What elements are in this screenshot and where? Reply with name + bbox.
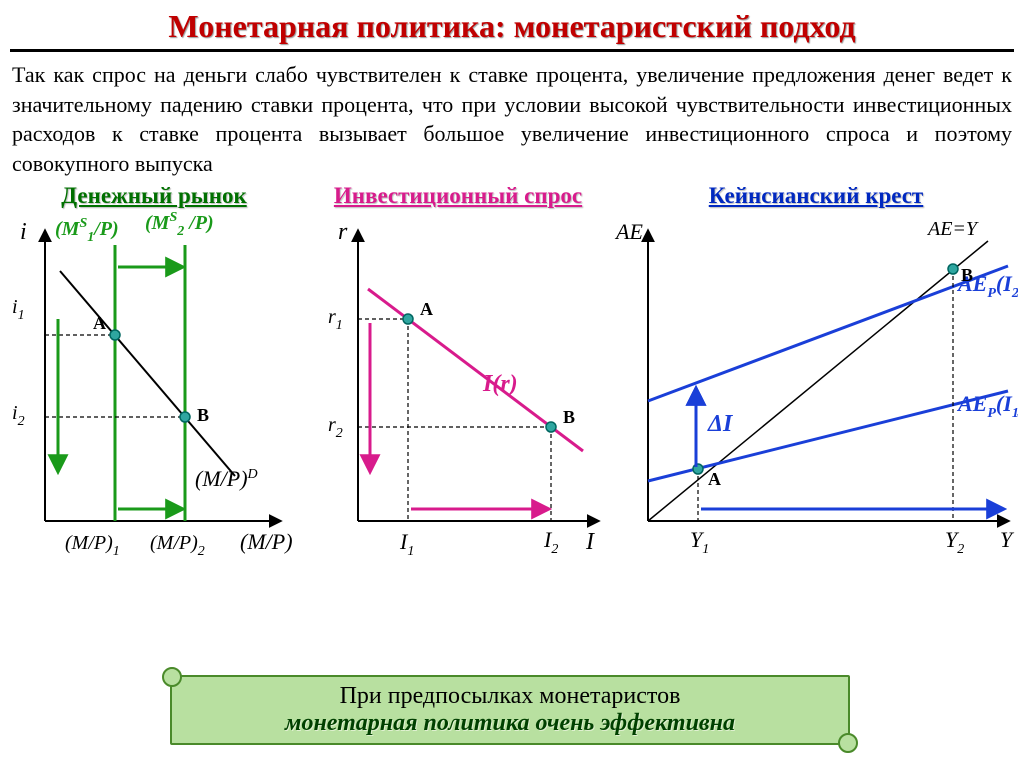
svg-text:I(r): I(r)	[482, 371, 518, 397]
svg-text:(M/P)2: (M/P)2	[150, 532, 205, 559]
svg-text:Y: Y	[1000, 527, 1015, 552]
svg-text:AE=Y: AE=Y	[926, 218, 979, 240]
chart1-svg: i (M/P) (MS1/P) (MS2 /P) (M/P)D i1 i2 A B (M/P)1 (…	[0, 211, 300, 571]
svg-text:A: A	[708, 469, 721, 489]
svg-text:r1: r1	[328, 306, 343, 333]
conclusion-box: При предпосылках монетаристов монетарная…	[170, 675, 850, 745]
svg-text:B: B	[563, 407, 575, 427]
conclusion-line1: При предпосылках монетаристов	[184, 683, 836, 710]
svg-text:(M/P): (M/P)	[240, 529, 293, 554]
svg-text:(M/P)D: (M/P)D	[195, 466, 258, 491]
svg-text:i2: i2	[12, 402, 25, 429]
chart-money-market: Денежный рынок i (M/P) (MS1/P) (MS2 /P) (M/P…	[0, 183, 308, 571]
svg-text:B: B	[197, 405, 209, 425]
svg-text:B: B	[961, 265, 973, 285]
svg-text:i: i	[20, 219, 27, 245]
chart3-svg: AEYAE=YAEP(I1)AEP(I2)ABΔIY1Y2	[608, 211, 1018, 571]
svg-text:r2: r2	[328, 414, 343, 441]
svg-text:A: A	[420, 299, 433, 319]
svg-text:AE: AE	[614, 219, 643, 244]
svg-text:(MS2 /P): (MS2 /P)	[145, 211, 214, 239]
svg-text:Y1: Y1	[690, 527, 709, 557]
svg-text:I2: I2	[543, 527, 558, 557]
charts-row: Денежный рынок i (M/P) (MS1/P) (MS2 /P) (M/P…	[0, 179, 1024, 571]
svg-text:i1: i1	[12, 296, 25, 323]
svg-text:ΔI: ΔI	[707, 411, 734, 437]
chart2-title: Инвестиционный спрос	[308, 183, 608, 209]
svg-text:A: A	[93, 313, 106, 333]
chart2-svg: r I I(r) r1 r2 A B I1 I2	[308, 211, 608, 571]
chart3-title: Кейнсианский крест	[608, 183, 1024, 209]
conclusion-line2: монетарная политика очень эффективна	[184, 710, 836, 737]
svg-text:I1: I1	[399, 529, 414, 559]
svg-text:(M/P)1: (M/P)1	[65, 532, 120, 559]
chart-investment: Инвестиционный спрос r I I(r) r1 r2 A B I1 I2	[308, 183, 608, 571]
chart-keynesian-cross: Кейнсианский крест AEYAE=YAEP(I1)AEP(I2)…	[608, 183, 1024, 571]
body-paragraph: Так как спрос на деньги слабо чувствител…	[0, 60, 1024, 179]
page-title: Монетарная политика: монетаристский подх…	[10, 0, 1014, 52]
svg-text:(MS1/P): (MS1/P)	[55, 216, 119, 245]
svg-text:I: I	[585, 529, 595, 555]
svg-text:Y2: Y2	[945, 527, 964, 557]
svg-text:AEP(I1): AEP(I1)	[956, 391, 1018, 421]
svg-text:r: r	[338, 219, 348, 245]
chart1-title: Денежный рынок	[0, 183, 308, 209]
